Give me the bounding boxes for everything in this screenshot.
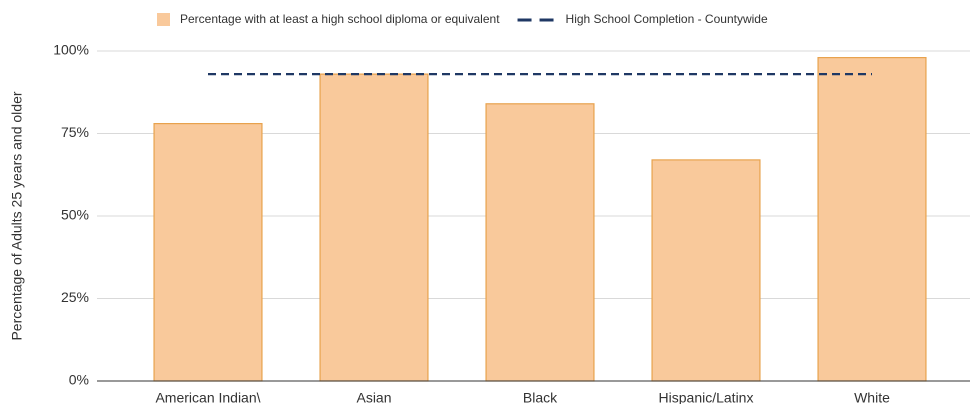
x-tick-label: American Indian\	[155, 390, 260, 404]
x-tick-label: Asian	[356, 390, 391, 404]
y-tick-label: 50%	[61, 207, 89, 223]
bar	[817, 56, 927, 382]
x-tick-label: White	[854, 390, 890, 404]
y-axis-title: Percentage of Adults 25 years and older	[9, 91, 25, 340]
y-tick-label: 100%	[53, 42, 89, 58]
x-tick-label: Black	[523, 390, 558, 404]
bar	[153, 122, 263, 382]
legend-label: High School Completion - Countywide	[566, 12, 768, 26]
y-tick-label: 25%	[61, 289, 89, 305]
y-tick-label: 75%	[61, 124, 89, 140]
y-tick-label: 0%	[69, 372, 89, 388]
bar	[651, 159, 761, 382]
legend-label: Percentage with at least a high school d…	[180, 12, 500, 26]
bar	[319, 73, 429, 382]
x-tick-label: Hispanic/Latinx	[659, 390, 754, 404]
legend-swatch	[157, 13, 170, 26]
bar	[485, 103, 595, 382]
